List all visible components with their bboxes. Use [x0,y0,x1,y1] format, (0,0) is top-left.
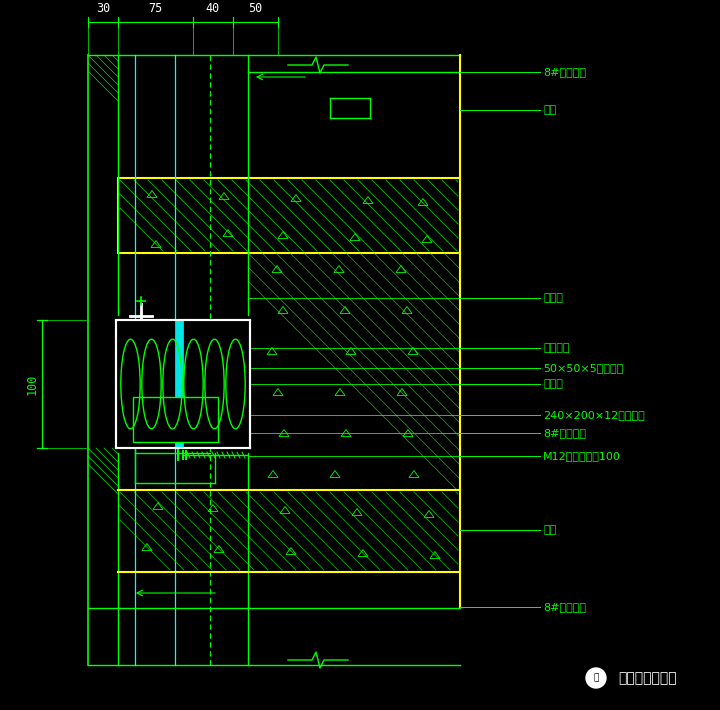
Bar [175,320,183,448]
Text: 30: 30 [96,2,110,15]
Circle shape [586,668,606,688]
Text: 8#镀锌槽钢: 8#镀锌槽钢 [543,67,586,77]
Text: 防火棉: 防火棉 [543,293,563,303]
Text: 石材: 石材 [543,525,557,535]
Text: 50×50×5镀锌角钢: 50×50×5镀锌角钢 [543,363,624,373]
Text: 微: 微 [593,674,599,682]
Text: M12膨胀螺栓长100: M12膨胀螺栓长100 [543,451,621,461]
Text: 40: 40 [206,2,220,15]
Text: 240×200×12镀锌钢板: 240×200×12镀锌钢板 [543,410,644,420]
Bar [133,397,218,442]
Bar [116,320,250,448]
Text: 100: 100 [25,373,38,395]
Text: 75: 75 [148,2,163,15]
Text: 镀锌铁板: 镀锌铁板 [543,343,570,353]
Text: 50: 50 [248,2,263,15]
Text: 楼面: 楼面 [543,105,557,115]
Text: 8#镀锌槽钢: 8#镀锌槽钢 [543,428,586,438]
Text: 8#镀锌槽钢: 8#镀锌槽钢 [543,602,586,612]
Text: 防火胶: 防火胶 [543,379,563,389]
Bar [118,178,460,253]
Text: 土木工程干货集: 土木工程干货集 [618,671,678,685]
